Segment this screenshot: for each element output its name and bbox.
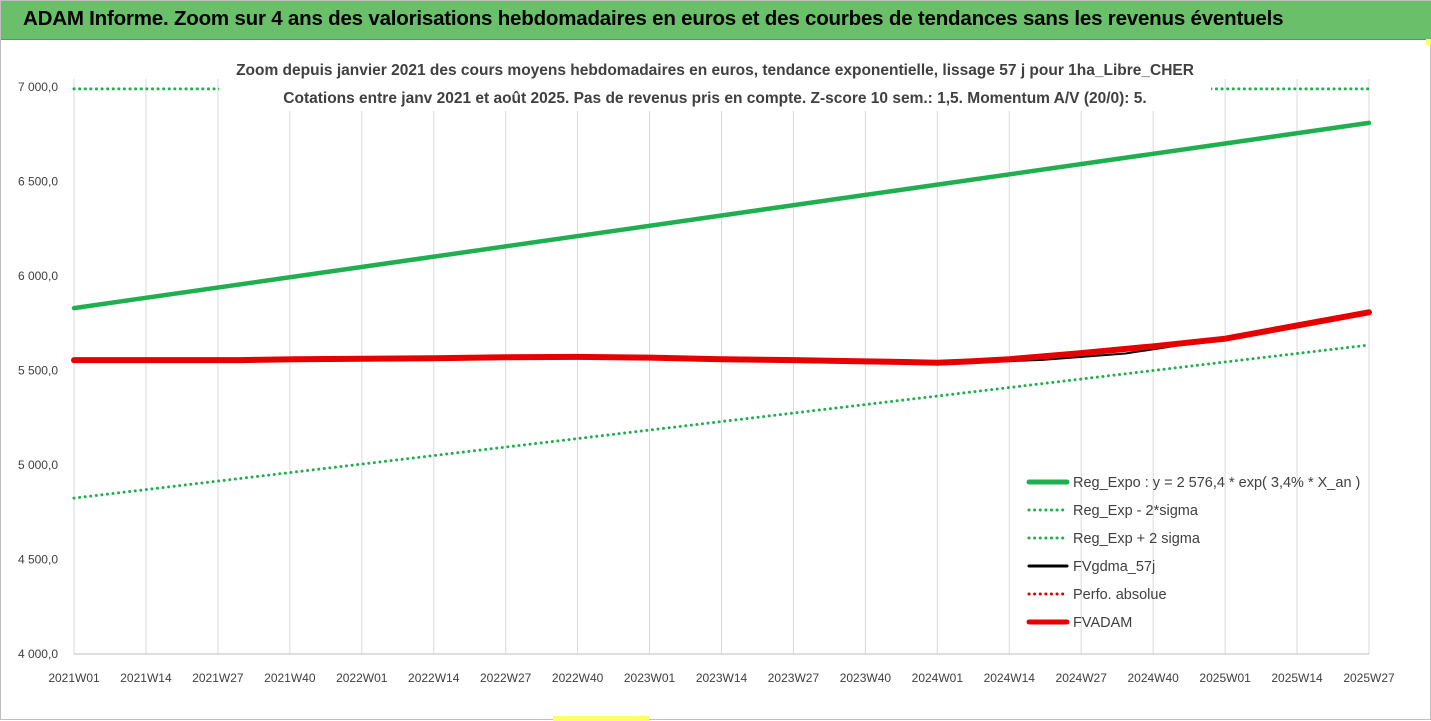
x-tick-label: 2021W01 <box>48 671 100 685</box>
x-tick-label: 2022W40 <box>552 671 604 685</box>
x-tick-label: 2024W01 <box>912 671 964 685</box>
legend-label: Reg_Exp + 2 sigma <box>1073 531 1201 547</box>
x-tick-label: 2023W27 <box>768 671 820 685</box>
series-line <box>71 120 1372 311</box>
y-axis-ticks: 4 000,0 4 500,0 5 000,0 5 500,0 6 000,0 6 500… <box>18 80 58 661</box>
x-tick-label: 2024W14 <box>984 671 1036 685</box>
x-tick-label: 2025W14 <box>1271 671 1323 685</box>
series-line <box>72 343 1371 500</box>
x-tick-label: 2023W14 <box>696 671 748 685</box>
header-title: ADAM Informe. Zoom sur 4 ans des valoris… <box>23 7 1284 30</box>
y-tick-label: 5 000,0 <box>18 458 58 472</box>
x-tick-label: 2021W40 <box>264 671 316 685</box>
series-line <box>71 309 1372 366</box>
legend-label: Reg_Expo : y = 2 576,4 * exp( 3,4% * X_a… <box>1073 475 1360 491</box>
chart-title-line-1: Zoom depuis janvier 2021 des cours moyen… <box>236 62 1194 79</box>
x-tick-label: 2021W14 <box>120 671 172 685</box>
legend-label: FVADAM <box>1073 615 1132 631</box>
x-tick-label: 2025W01 <box>1199 671 1251 685</box>
y-tick-label: 6 500,0 <box>18 175 58 189</box>
y-tick-label: 5 500,0 <box>18 364 58 378</box>
x-tick-label: 2023W40 <box>840 671 892 685</box>
legend-label: Reg_Exp - 2*sigma <box>1073 503 1199 519</box>
y-tick-label: 4 500,0 <box>18 553 58 567</box>
chart-title-box <box>219 53 1211 111</box>
header-bar: ADAM Informe. Zoom sur 4 ans des valoris… <box>1 1 1431 40</box>
gridlines <box>73 79 1370 655</box>
legend-label: FVgdma_57j <box>1073 559 1155 575</box>
x-tick-label: 2022W27 <box>480 671 532 685</box>
y-tick-label: 4 000,0 <box>18 647 58 661</box>
bottom-marker <box>553 716 649 721</box>
legend-label: Perfo. absolue <box>1073 587 1167 603</box>
y-tick-label: 6 000,0 <box>18 269 58 283</box>
corner-marker <box>1426 39 1431 45</box>
y-tick-label: 7 000,0 <box>18 80 58 94</box>
x-tick-label: 2024W27 <box>1056 671 1108 685</box>
series-lines <box>71 87 1372 500</box>
legend: Reg_Expo : y = 2 576,4 * exp( 3,4% * X_a… <box>1026 475 1360 631</box>
x-tick-label: 2022W01 <box>336 671 388 685</box>
x-tick-label: 2024W40 <box>1127 671 1179 685</box>
x-tick-label: 2021W27 <box>192 671 244 685</box>
x-axis-ticks: 2021W01 2021W14 2021W27 2021W40 2022W01 2022W… <box>48 671 1395 685</box>
x-tick-label: 2025W27 <box>1343 671 1395 685</box>
x-tick-label: 2022W14 <box>408 671 460 685</box>
chart-title-line-2: Cotations entre janv 2021 et août 2025. … <box>283 90 1146 107</box>
x-tick-label: 2023W01 <box>624 671 676 685</box>
